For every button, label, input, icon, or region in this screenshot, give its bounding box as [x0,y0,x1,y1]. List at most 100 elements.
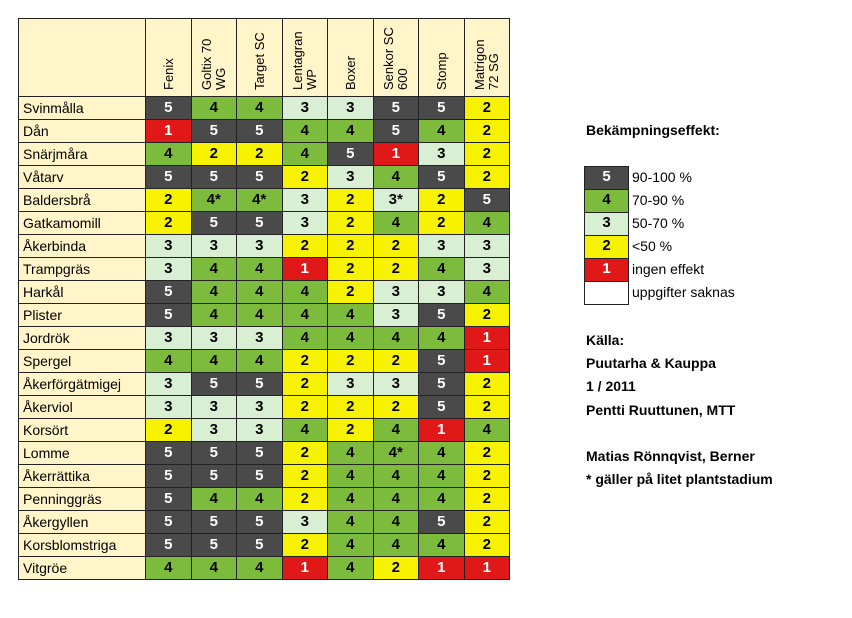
rating-cell: 5 [145,303,192,327]
column-header-label: Target SC [252,32,268,90]
rating-cell: 2 [463,142,510,166]
row-label: Penninggräs [18,487,146,511]
rating-cell: 2 [190,142,237,166]
rating-cell: 2 [463,533,510,557]
rating-cell: 2 [463,165,510,189]
rating-cell: 4* [372,441,419,465]
rating-cell: 1 [281,257,328,281]
rating-cell: 2 [372,257,419,281]
source-line-1: Puutarha & Kauppa [586,355,716,371]
rating-cell: 4 [281,119,328,143]
rating-cell: 2 [463,303,510,327]
rating-cell: 4 [418,257,465,281]
rating-cell: 5 [145,441,192,465]
rating-cell: 1 [372,142,419,166]
row-label: Svinmålla [18,96,146,120]
rating-cell: 4 [236,280,283,304]
rating-cell: 5 [372,96,419,120]
rating-cell: 2 [327,211,374,235]
rating-cell: 5 [418,395,465,419]
row-label: Dån [18,119,146,143]
column-header: Matrigon 72 SG [463,18,510,97]
row-label: Våtarv [18,165,146,189]
rating-cell: 2 [281,533,328,557]
rating-cell: 4 [463,280,510,304]
rating-cell: 1 [463,326,510,350]
rating-cell: 2 [418,211,465,235]
rating-cell: 1 [463,349,510,373]
rating-cell: 3 [281,510,328,534]
rating-cell: 5 [190,464,237,488]
rating-cell: 1 [281,556,328,580]
rating-cell: 2 [145,418,192,442]
rating-cell: 3 [418,142,465,166]
rating-cell: 4 [327,487,374,511]
rating-cell: 3 [190,234,237,258]
rating-cell: 3 [463,257,510,281]
rating-cell: 5 [145,280,192,304]
column-header-label: Senkor SC 600 [380,27,410,90]
rating-cell: 1 [418,418,465,442]
column-header: Boxer [327,18,374,97]
rating-cell: 4* [236,188,283,212]
rating-cell: 5 [236,165,283,189]
row-label: Åkerrättika [18,464,146,488]
rating-cell: 3 [418,234,465,258]
rating-cell: 5 [327,142,374,166]
legend-label: 70-90 % [632,192,685,208]
rating-cell: 4 [281,303,328,327]
row-label: Baldersbrå [18,188,146,212]
rating-cell: 5 [190,441,237,465]
row-label: Harkål [18,280,146,304]
row-label: Åkerviol [18,395,146,419]
rating-cell: 4 [190,303,237,327]
rating-cell: 2 [281,487,328,511]
rating-cell: 3 [372,372,419,396]
rating-cell: 4 [236,257,283,281]
rating-cell: 4 [327,303,374,327]
rating-cell: 5 [463,188,510,212]
rating-cell: 5 [145,533,192,557]
legend-swatch [584,281,629,305]
rating-cell: 5 [236,211,283,235]
legend-swatch: 1 [584,258,629,282]
source-note: * gäller på litet plantstadium [586,471,773,487]
row-label: Åkergyllen [18,510,146,534]
rating-cell: 4 [236,487,283,511]
rating-cell: 4 [327,441,374,465]
rating-cell: 3 [327,372,374,396]
table-corner [18,18,146,97]
rating-cell: 4 [418,119,465,143]
rating-cell: 4* [190,188,237,212]
rating-cell: 5 [190,372,237,396]
rating-cell: 2 [145,211,192,235]
rating-cell: 4 [372,326,419,350]
rating-cell: 2 [281,395,328,419]
rating-cell: 5 [236,510,283,534]
rating-cell: 4 [236,96,283,120]
rating-cell: 4 [463,418,510,442]
rating-cell: 2 [418,188,465,212]
rating-cell: 5 [372,119,419,143]
rating-cell: 4 [236,349,283,373]
column-header-label: Fenix [161,58,177,90]
rating-cell: 2 [463,510,510,534]
rating-cell: 3 [463,234,510,258]
rating-cell: 3* [372,188,419,212]
rating-cell: 4 [418,533,465,557]
rating-cell: 4 [463,211,510,235]
legend-label: uppgifter saknas [632,284,735,300]
column-header: Senkor SC 600 [372,18,419,97]
rating-cell: 5 [190,510,237,534]
rating-cell: 5 [190,119,237,143]
rating-cell: 2 [327,418,374,442]
rating-cell: 3 [145,326,192,350]
rating-cell: 2 [236,142,283,166]
rating-cell: 4 [418,464,465,488]
rating-cell: 3 [327,96,374,120]
rating-cell: 2 [463,119,510,143]
rating-cell: 2 [463,96,510,120]
rating-cell: 5 [145,487,192,511]
column-header: Fenix [145,18,192,97]
rating-cell: 2 [281,372,328,396]
